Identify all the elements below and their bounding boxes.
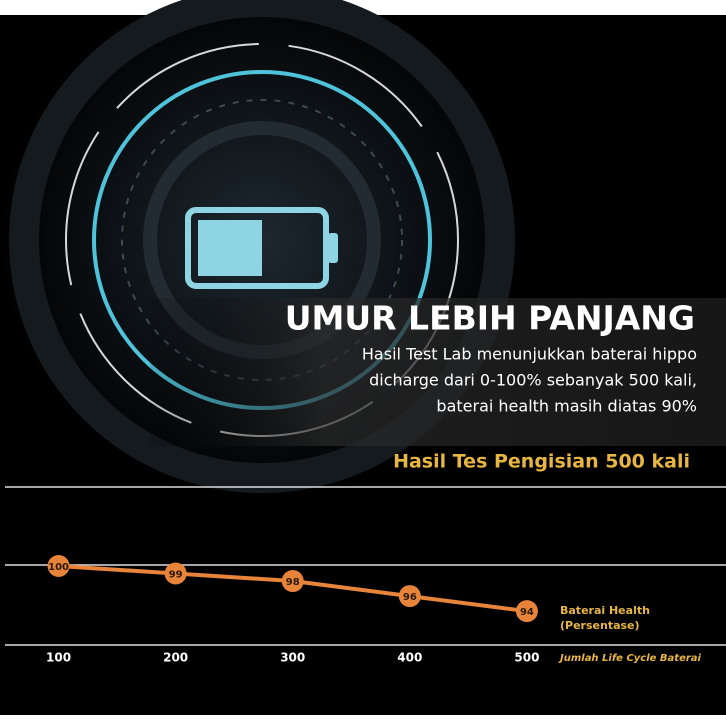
banner-line: Hasil Test Lab menunjukkan baterai hippo xyxy=(362,345,697,364)
data-point xyxy=(398,585,421,608)
x-tick-label: 400 xyxy=(397,651,422,665)
battery-icon xyxy=(185,207,338,289)
legend-entry: Baterai Health (Persentase) xyxy=(560,604,650,632)
data-point xyxy=(515,600,538,623)
x-tick-label: 100 xyxy=(46,651,71,665)
data-label: 99 xyxy=(169,570,183,581)
data-label: 96 xyxy=(403,592,417,603)
chart-title: Hasil Tes Pengisian 500 kali xyxy=(393,451,690,473)
x-tick-label: 300 xyxy=(280,651,305,665)
data-point xyxy=(164,562,187,585)
data-point xyxy=(281,570,304,593)
banner-title: UMUR LEBIH PANJANG xyxy=(285,299,695,338)
x-axis-label: Jumlah Life Cycle Baterai xyxy=(558,653,702,664)
header-band xyxy=(150,298,726,446)
x-tick-label: 500 xyxy=(514,651,539,665)
banner-line: dicharge dari 0-100% sebanyak 500 kali, xyxy=(369,371,697,390)
x-tick-label: 200 xyxy=(163,651,188,665)
data-label: 100 xyxy=(48,562,69,573)
data-label: 94 xyxy=(520,607,534,618)
data-point xyxy=(47,555,70,577)
banner-line: baterai health masih diatas 90% xyxy=(436,397,697,416)
data-label: 98 xyxy=(286,577,300,588)
